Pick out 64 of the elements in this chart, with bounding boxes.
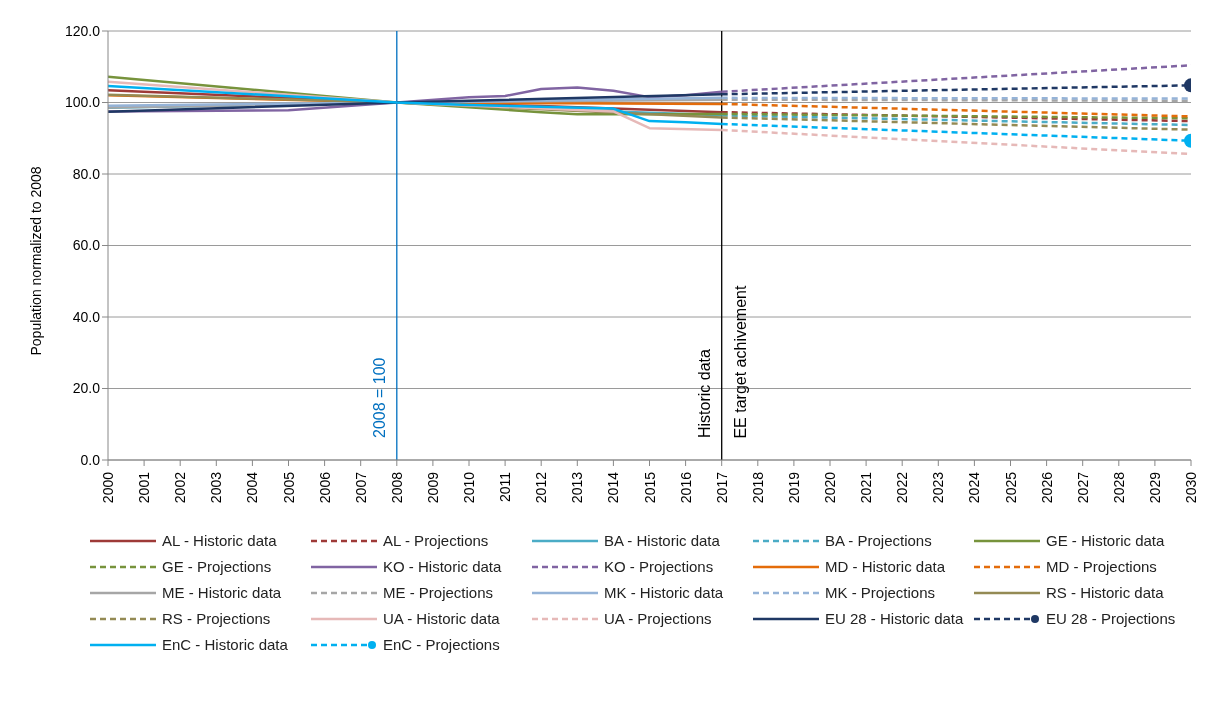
legend-label: MD - Projections — [1046, 558, 1157, 575]
ref-line-label: Historic data — [695, 348, 713, 438]
legend-label: EU 28 - Historic data — [825, 610, 964, 627]
legend-label: MD - Historic data — [825, 558, 946, 575]
x-tick-label: 2026 — [1038, 471, 1055, 504]
x-tick-label: 2019 — [785, 471, 802, 504]
y-tick-label: 40.0 — [72, 308, 101, 325]
x-tick-label: 2006 — [316, 471, 333, 504]
annotation: EE target achivement — [731, 285, 749, 439]
x-tick-label: 2017 — [713, 471, 730, 504]
x-tick-label: 2024 — [966, 471, 983, 504]
x-tick-label: 2020 — [822, 471, 838, 504]
x-tick-label: 2018 — [749, 471, 766, 504]
legend-label: EnC - Projections — [383, 636, 500, 653]
legend-label: MK - Projections — [825, 584, 936, 601]
x-tick-label: 2002 — [172, 471, 189, 504]
legend-label: AL - Historic data — [162, 532, 277, 549]
y-tick-label: 100.0 — [64, 94, 101, 111]
x-tick-label: 2007 — [352, 471, 369, 504]
x-tick-label: 2011 — [497, 471, 514, 503]
legend-label: BA - Historic data — [604, 532, 720, 549]
x-tick-label: 2028 — [1110, 471, 1127, 504]
legend-label: EnC - Historic data — [162, 636, 288, 653]
x-tick-label: 2013 — [569, 471, 586, 504]
ref-line-label: 2008 = 100 — [370, 357, 388, 438]
legend-label: GE - Historic data — [1046, 532, 1165, 549]
legend-label: GE - Projections — [162, 558, 272, 575]
x-tick-label: 2003 — [208, 471, 225, 504]
legend-label: EU 28 - Projections — [1046, 610, 1176, 627]
y-axis-title: Population normalized to 2008 — [27, 166, 44, 356]
y-tick-label: 80.0 — [72, 165, 101, 182]
legend-label: AL - Projections — [383, 532, 489, 549]
x-tick-label: 2027 — [1074, 471, 1091, 504]
legend-label: BA - Projections — [825, 532, 932, 549]
x-tick-label: 2029 — [1146, 471, 1163, 504]
y-tick-label: 0.0 — [80, 451, 101, 468]
legend-label: MK - Historic data — [604, 584, 724, 601]
x-tick-label: 2000 — [100, 471, 116, 504]
y-tick-label: 20.0 — [72, 380, 101, 397]
legend-label: RS - Projections — [162, 610, 271, 627]
legend-label: ME - Projections — [383, 584, 494, 601]
legend-label: UA - Historic data — [383, 610, 500, 627]
x-tick-label: 2030 — [1183, 471, 1199, 504]
legend-label: ME - Historic data — [162, 584, 282, 601]
x-tick-label: 2001 — [136, 471, 153, 504]
x-tick-label: 2012 — [533, 471, 550, 504]
x-tick-label: 2015 — [641, 471, 658, 504]
legend-label: KO - Historic data — [383, 558, 502, 575]
x-tick-label: 2008 — [388, 471, 405, 504]
x-tick-label: 2014 — [605, 471, 622, 504]
x-tick-label: 2022 — [894, 471, 911, 504]
x-tick-label: 2021 — [858, 471, 875, 504]
x-tick-label: 2023 — [930, 471, 947, 504]
legend-label: RS - Historic data — [1046, 584, 1164, 601]
x-tick-label: 2009 — [424, 471, 441, 504]
legend-label: UA - Projections — [604, 610, 712, 627]
x-tick-label: 2010 — [461, 471, 477, 504]
x-tick-label: 2025 — [1002, 471, 1019, 504]
y-tick-label: 60.0 — [72, 237, 101, 254]
x-tick-label: 2005 — [280, 471, 297, 504]
legend-label: KO - Projections — [604, 558, 714, 575]
y-tick-label: 120.0 — [64, 22, 101, 39]
x-tick-label: 2016 — [677, 471, 694, 504]
x-tick-label: 2004 — [244, 471, 261, 504]
